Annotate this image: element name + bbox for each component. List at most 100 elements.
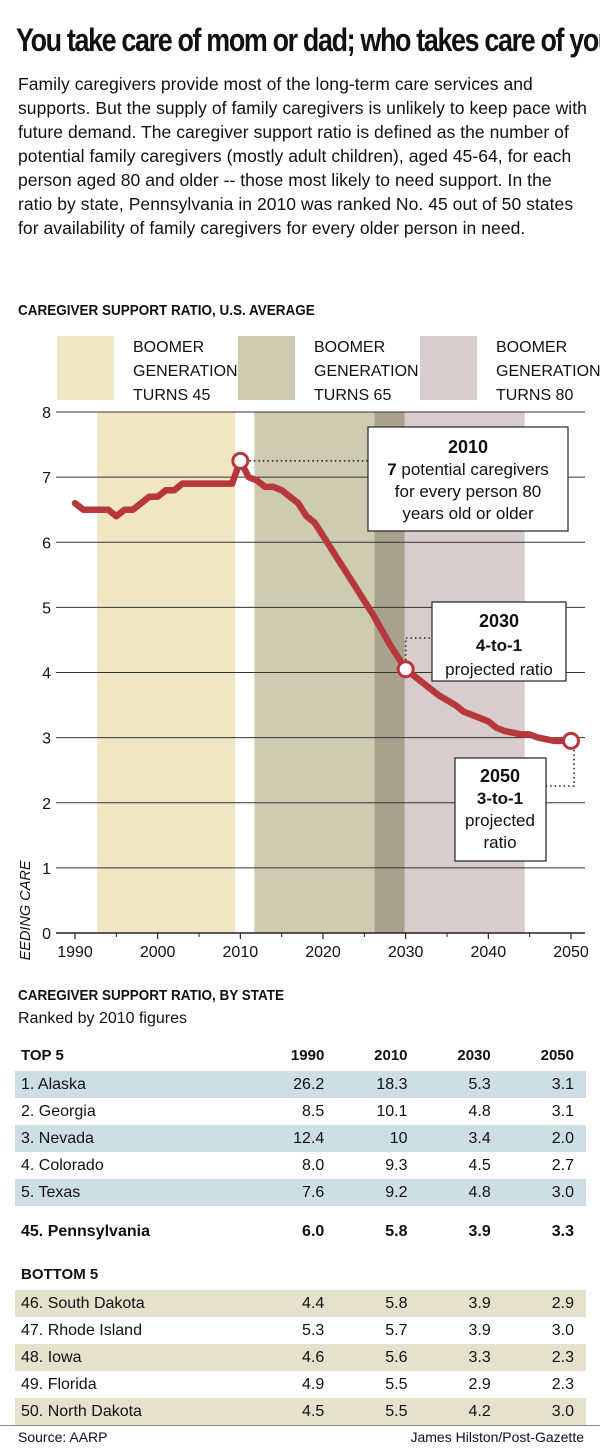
annotation-text: years old or older [402,504,534,523]
top5-heading: TOP 5 [21,1046,64,1064]
ratio-value: 7.6 [253,1179,337,1206]
ratio-value: 4.2 [419,1398,503,1425]
y-tick-label: 4 [42,666,51,683]
y-tick-label: 2 [42,796,51,813]
ratio-value: 2.7 [551,1156,574,1174]
table-row: 1. Alaska 26.2 18.3 5.3 3.1 [15,1071,586,1098]
table-row: 50. North Dakota 4.5 5.5 4.2 3.0 [15,1398,586,1425]
intro-paragraph: Family caregivers provide most of the lo… [18,74,587,238]
ratio-value: 8.5 [302,1102,325,1120]
annotation-year: 2010 [448,437,488,457]
ratio-value: 4.6 [253,1344,337,1371]
table-row: 48. Iowa 4.6 5.6 3.3 2.3 [15,1344,586,1371]
y-tick-label: 0 [42,926,51,943]
ratio-value: 9.3 [385,1156,408,1174]
ratio-value: 3.1 [551,1102,574,1120]
ratio-value: 4.5 [253,1398,337,1425]
state-table-subtitle: Ranked by 2010 figures [18,1010,187,1027]
annotation-text: 3-to-1 [477,789,523,808]
caregiver-ratio-line-chart: 0 1 2 3 4 5 6 7 8 1990 2000 2010 2020 2030 2040 2050 N… [18,405,589,960]
legend-swatch-turns-45 [57,336,114,400]
ratio-value: 4.9 [302,1375,325,1393]
legend-swatch-turns-65 [238,336,295,400]
annotation-text: for every person 80 [395,482,541,501]
ratio-value: 5.8 [336,1290,420,1317]
x-tick-label: 2010 [223,944,259,960]
ratio-value: 3.3 [551,1223,574,1240]
source-credit: Source: AARP [18,1429,108,1445]
artist-credit: James Hilston/Post-Gazette [410,1429,584,1445]
ratio-value: 10 [336,1125,420,1152]
y-tick-label: 3 [42,731,51,748]
state-name: 49. Florida [21,1375,97,1393]
ratio-value: 3.1 [502,1071,586,1098]
state-name: 4. Colorado [21,1156,104,1174]
y-tick-label: 5 [42,600,51,617]
annotation-year: 2030 [479,611,519,631]
y-tick-label: 1 [42,861,51,878]
state-name: 3. Nevada [15,1125,254,1152]
ratio-value: 2.9 [502,1290,586,1317]
state-name: 47. Rhode Island [21,1321,142,1339]
ratio-value: 26.2 [253,1071,337,1098]
y-tick-label: 7 [42,470,51,487]
ratio-value: 6.0 [302,1223,325,1240]
legend-label-turns-80: BOOMER GENERATION TURNS 80 [496,339,600,404]
ratio-value: 3.3 [419,1344,503,1371]
ratio-value: 2.3 [551,1375,574,1393]
state-name: 48. Iowa [15,1344,254,1371]
x-tick-label: 2020 [305,944,341,960]
x-tick-label: 1990 [57,944,93,960]
table-row: 2. Georgia 8.5 10.1 4.8 3.1 [15,1098,586,1125]
column-header: 2030 [457,1046,491,1064]
column-header: 2010 [374,1046,408,1064]
ratio-value: 5.5 [336,1398,420,1425]
table-row: 4. Colorado 8.0 9.3 4.5 2.7 [15,1152,586,1179]
ratio-value: 5.3 [302,1321,325,1339]
state-name: 46. South Dakota [15,1290,254,1317]
column-header: 2050 [540,1046,574,1064]
state-name: 50. North Dakota [15,1398,254,1425]
y-tick-label: 6 [42,535,51,552]
ratio-value: 5.3 [419,1071,503,1098]
state-name: 45. Pennsylvania [21,1223,150,1240]
ratio-value: 12.4 [253,1125,337,1152]
ratio-value: 3.9 [419,1290,503,1317]
x-tick-label: 2050 [553,944,589,960]
annotation-text: 4-to-1 [476,636,522,655]
annotation-text: 7 potential caregivers [387,460,549,479]
legend-label-turns-45: BOOMER GENERATION TURNS 45 [133,339,238,404]
y-tick-label: 8 [42,405,51,422]
page-title: You take care of mom or dad; who takes c… [16,22,600,58]
ratio-value: 4.4 [253,1290,337,1317]
annotation-box [367,426,569,532]
ratio-value: 3.0 [502,1179,586,1206]
x-tick-label: 2040 [471,944,507,960]
table-row: 49. Florida 4.9 5.5 2.9 2.3 [15,1371,586,1398]
ratio-value: 3.0 [502,1398,586,1425]
ratio-value: 8.0 [302,1156,325,1174]
state-table-title: CAREGIVER SUPPORT RATIO, BY STATE [18,987,285,1004]
table-row: 46. South Dakota 4.4 5.8 3.9 2.9 [15,1290,586,1317]
chart-title: CAREGIVER SUPPORT RATIO, U.S. AVERAGE [18,302,315,319]
table-row: 5. Texas 7.6 9.2 4.8 3.0 [15,1179,586,1206]
highlight-point [396,660,415,679]
ratio-value: 10.1 [376,1102,408,1120]
ratio-value: 18.3 [336,1071,420,1098]
x-tick-label: 2030 [388,944,424,960]
state-ratio-table: TOP 5 1990 2010 2030 2050 1. Alaska 26.2 1… [15,1039,586,1425]
annotation-text: projected ratio [445,660,553,679]
table-row: 3. Nevada 12.4 10 3.4 2.0 [15,1125,586,1152]
featured-row: 45. Pennsylvania 6.0 5.8 3.9 3.3 [15,1206,586,1258]
highlight-point [231,451,250,470]
ratio-value: 3.9 [468,1321,491,1339]
annotation-box [454,757,547,862]
ratio-value: 3.4 [419,1125,503,1152]
ratio-value: 5.5 [385,1375,408,1393]
ratio-value: 2.0 [502,1125,586,1152]
ratio-value: 5.6 [336,1344,420,1371]
annotation-text: ratio [483,833,516,852]
state-name: 2. Georgia [21,1102,96,1120]
series-line [71,457,575,745]
